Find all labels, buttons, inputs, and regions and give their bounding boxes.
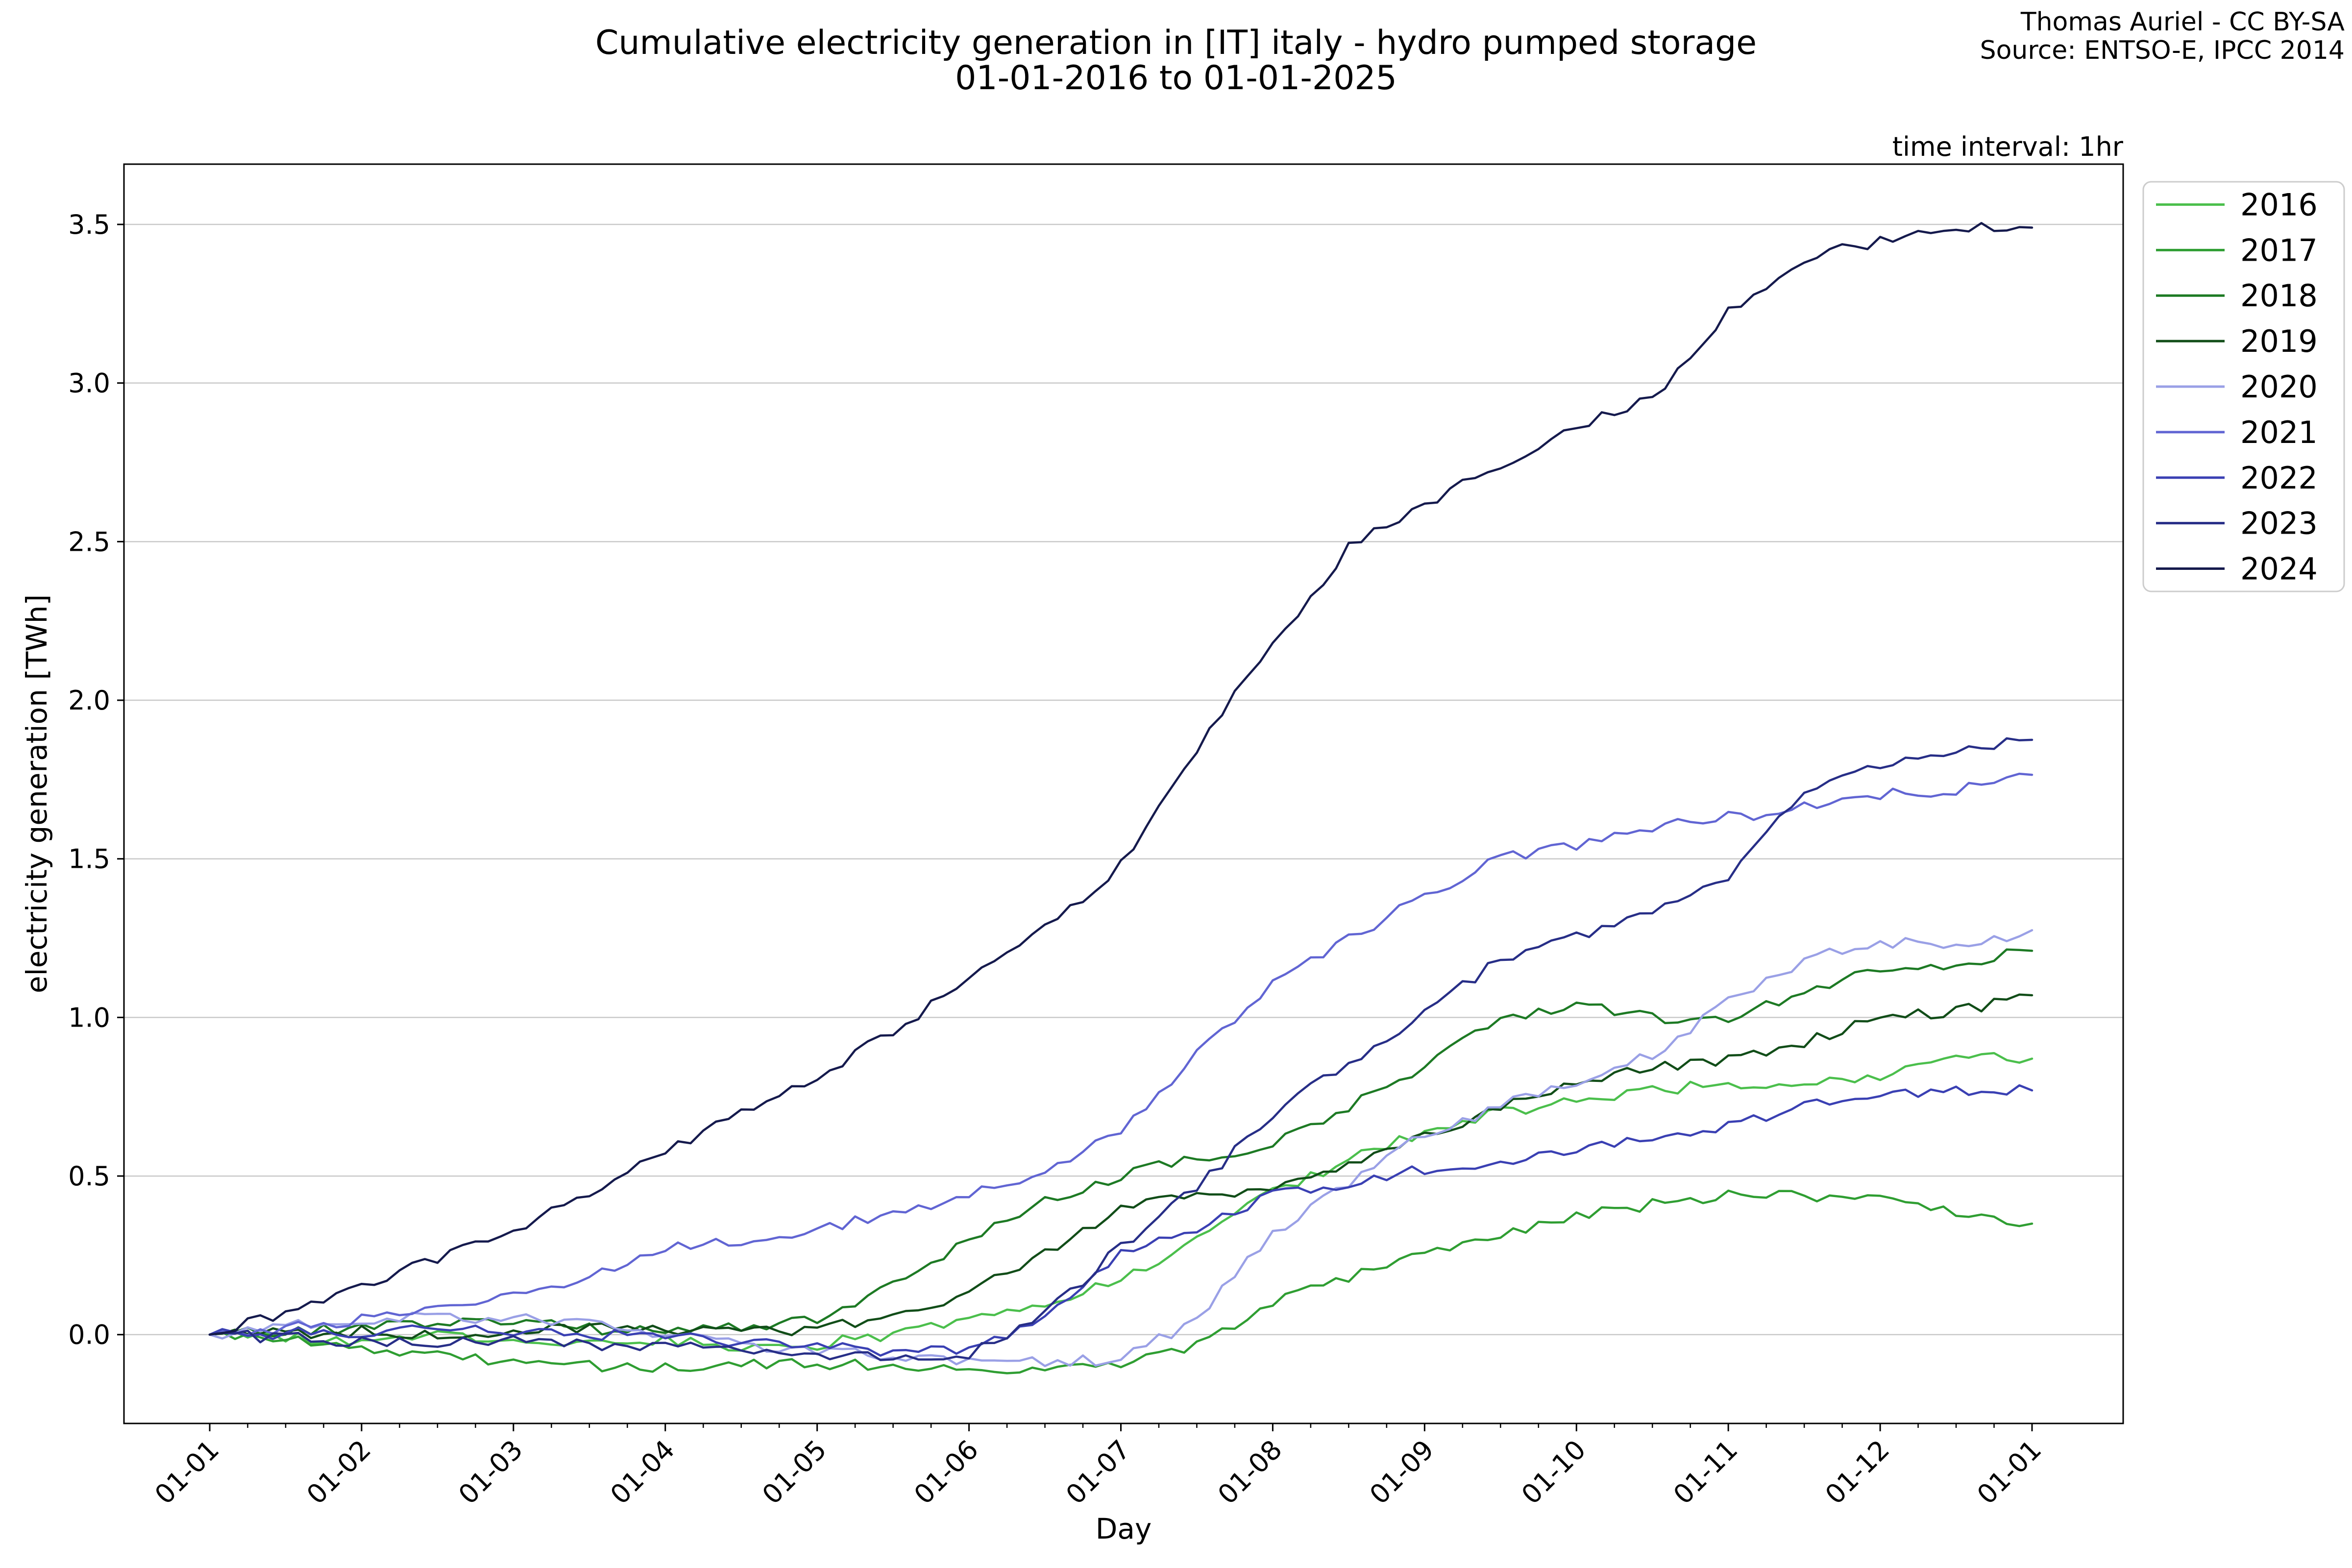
x-tick-label-6-01-07: 01-07 bbox=[1060, 1434, 1136, 1511]
time-interval-note: time interval: 1hr bbox=[1892, 131, 2124, 162]
legend-item-2022: 2022 bbox=[2156, 460, 2318, 496]
x-tick-label-0-01-01: 01-01 bbox=[149, 1434, 225, 1511]
legend: 2016 2017 2018 2019 2020 2021 2022 2023 2024 bbox=[2142, 181, 2345, 592]
x-tick-label-11-01-12: 01-12 bbox=[1819, 1434, 1896, 1511]
legend-item-2021: 2021 bbox=[2156, 415, 2318, 450]
series-line-2024 bbox=[208, 222, 2034, 1336]
x-tick-label-12-01-01: 01-01 bbox=[1971, 1434, 2048, 1511]
x-tick-label-3-01-04: 01-04 bbox=[604, 1434, 681, 1511]
x-tick-label-5-01-06: 01-06 bbox=[908, 1434, 984, 1511]
plot-border bbox=[123, 163, 2124, 1424]
legend-label-2017: 2017 bbox=[2240, 232, 2318, 268]
series-line-2022 bbox=[208, 1084, 2034, 1357]
y-axis-label: electricity generation [TWh] bbox=[20, 594, 53, 993]
gridlines bbox=[124, 223, 2123, 1335]
legend-item-2017: 2017 bbox=[2156, 232, 2318, 268]
y-tick-label-3.0: 3.0 bbox=[68, 368, 110, 399]
y-tick-label-2.0: 2.0 bbox=[68, 685, 110, 716]
x-axis-label: Day bbox=[1096, 1512, 1152, 1545]
y-tick-label-2.5: 2.5 bbox=[68, 526, 110, 557]
chart-title: Cumulative electricity generation in [IT… bbox=[595, 24, 1757, 62]
legend-item-2019: 2019 bbox=[2156, 323, 2318, 359]
series-line-2021 bbox=[208, 772, 2034, 1336]
y-ticks: 0.0 0.5 1.0 1.5 2.0 2.5 3.0 3.5 bbox=[68, 209, 124, 1350]
legend-label-2023: 2023 bbox=[2240, 506, 2318, 541]
x-ticks: 01-01 01-02 01-03 01-04 01-05 01-06 01-07 01-08… bbox=[149, 1423, 2048, 1511]
x-tick-label-1-01-02: 01-02 bbox=[301, 1434, 377, 1511]
legend-label-2018: 2018 bbox=[2240, 278, 2318, 314]
legend-label-2022: 2022 bbox=[2240, 460, 2318, 496]
series-line-2020 bbox=[208, 929, 2034, 1368]
legend-item-2020: 2020 bbox=[2156, 369, 2318, 405]
chart-subtitle: 01-01-2016 to 01-01-2025 bbox=[955, 59, 1397, 98]
legend-item-2018: 2018 bbox=[2156, 278, 2318, 314]
legend-label-2020: 2020 bbox=[2240, 369, 2318, 405]
y-tick-label-3.5: 3.5 bbox=[68, 209, 110, 240]
series-line-2017 bbox=[208, 1189, 2034, 1374]
y-tick-label-0.5: 0.5 bbox=[68, 1161, 110, 1192]
x-tick-label-8-01-09: 01-09 bbox=[1364, 1434, 1440, 1511]
legend-label-2016: 2016 bbox=[2240, 187, 2318, 222]
series-lines bbox=[208, 222, 2034, 1374]
attribution-line2: Source: ENTSO-E, IPCC 2014 bbox=[1980, 36, 2345, 65]
series-line-2019 bbox=[208, 993, 2034, 1340]
y-tick-label-1.0: 1.0 bbox=[68, 1002, 110, 1033]
series-line-2018 bbox=[208, 948, 2034, 1338]
x-tick-label-4-01-05: 01-05 bbox=[756, 1434, 833, 1511]
series-line-2016 bbox=[208, 1052, 2034, 1352]
legend-item-2023: 2023 bbox=[2156, 506, 2318, 541]
x-tick-label-9-01-10: 01-10 bbox=[1516, 1434, 1592, 1511]
legend-label-2019: 2019 bbox=[2240, 323, 2318, 359]
x-tick-label-2-01-03: 01-03 bbox=[453, 1434, 529, 1511]
y-tick-label-1.5: 1.5 bbox=[68, 844, 110, 875]
legend-label-2021: 2021 bbox=[2240, 415, 2318, 450]
legend-item-2024: 2024 bbox=[2156, 551, 2318, 587]
x-tick-label-10-01-11: 01-11 bbox=[1667, 1434, 1744, 1511]
x-tick-label-7-01-08: 01-08 bbox=[1212, 1434, 1288, 1511]
attribution-line1: Thomas Auriel - CC BY-SA bbox=[2020, 7, 2345, 37]
legend-item-2016: 2016 bbox=[2156, 187, 2318, 222]
legend-box bbox=[2142, 181, 2345, 592]
series-line-2023 bbox=[208, 737, 2034, 1361]
axes-frame bbox=[123, 163, 2124, 1424]
y-tick-label-0.0: 0.0 bbox=[68, 1320, 110, 1350]
legend-label-2024: 2024 bbox=[2240, 551, 2318, 587]
